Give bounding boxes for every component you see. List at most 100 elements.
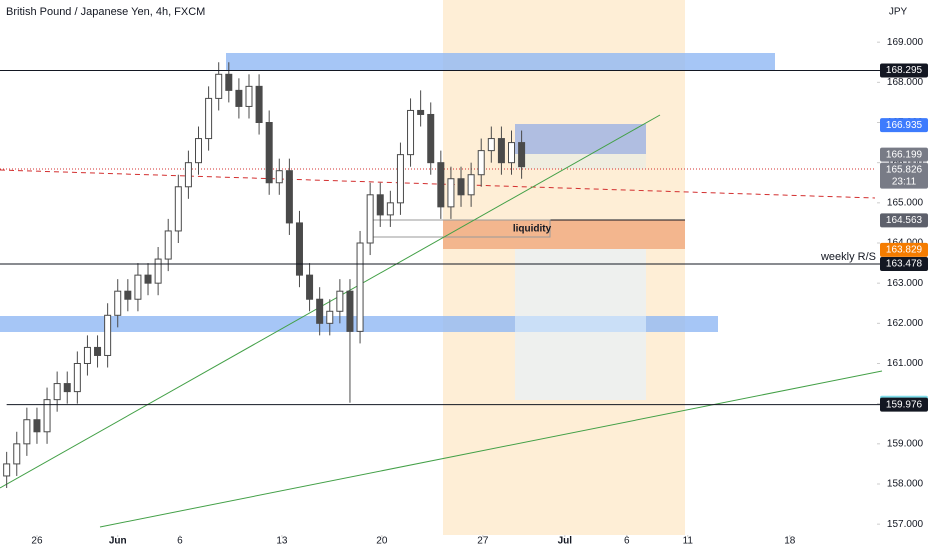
candle-body (53, 383, 61, 401)
price-label: 165.826 (886, 164, 923, 175)
candle-body (275, 170, 283, 184)
y-tick-label: 163.000 (887, 278, 924, 289)
candle-body (265, 122, 273, 184)
y-tick-label: 168.000 (887, 77, 924, 88)
price-label: 163.478 (886, 259, 923, 270)
candle-body (205, 97, 213, 140)
price-label-box (880, 213, 928, 228)
candle-body (336, 290, 344, 312)
candle-body (43, 399, 51, 433)
candle-body (508, 142, 516, 164)
candle-body (447, 178, 455, 208)
candle-body (154, 258, 162, 284)
candle-body (497, 138, 505, 164)
candle-body (13, 443, 21, 465)
chart-title: British Pound / Japanese Yen, 4h, FXCM (6, 6, 205, 18)
candle-body (124, 290, 132, 300)
candle-body (396, 154, 404, 204)
candle-body (83, 346, 91, 364)
y-tick-label: 161.000 (887, 358, 924, 369)
candle-body (215, 73, 223, 99)
candle-body (407, 109, 415, 156)
y-tick-label: 158.000 (887, 479, 924, 490)
candle-body (174, 186, 182, 232)
candle-body (63, 383, 71, 393)
liquidity-zone (443, 220, 685, 249)
candle-body (306, 274, 314, 300)
price-label-box (880, 397, 928, 412)
x-tick-label: 6 (177, 536, 183, 547)
candle-body (518, 142, 526, 168)
position-entry (515, 154, 646, 169)
trend-line (99, 370, 883, 528)
y-tick-label: 162.000 (887, 318, 924, 329)
x-tick-label: Jun (109, 536, 127, 547)
x-tick-label: 13 (276, 536, 288, 547)
price-label: 163.829 (886, 245, 923, 256)
position-target (515, 124, 646, 154)
price-label: 164.563 (886, 215, 923, 226)
candle-body (295, 222, 303, 276)
x-tick-label: 20 (376, 536, 388, 547)
candle-body (73, 362, 81, 393)
y-tick-label: 159.000 (887, 438, 924, 449)
x-tick-label: 6 (624, 536, 630, 547)
candle-body (457, 178, 465, 196)
price-label-box (880, 256, 928, 271)
candle-body (184, 162, 192, 188)
candle-body (386, 202, 394, 216)
price-label: 168.295 (886, 65, 923, 76)
countdown: 23:11 (892, 176, 917, 187)
position-stop-area (515, 249, 646, 400)
candle-body (316, 298, 324, 324)
y-tick-label: 169.000 (887, 37, 924, 48)
liquidity-label: liquidity (513, 224, 552, 235)
candle-body (195, 138, 203, 164)
x-tick-label: 27 (477, 536, 489, 547)
candle-body (104, 314, 112, 356)
candle-body (23, 419, 31, 445)
dashed-trend (0, 169, 876, 199)
candle-body (225, 73, 233, 91)
price-label-box (880, 162, 928, 189)
candle-body (144, 274, 152, 284)
candle-body (356, 242, 364, 332)
level-annotation: weekly R/S (820, 251, 876, 263)
y-tick-label: 165.000 (887, 197, 924, 208)
candle-body (366, 194, 374, 244)
candle-body (235, 89, 243, 107)
y-tick-label: 157.000 (887, 519, 924, 530)
x-tick-label: 11 (683, 536, 694, 547)
candle-body (437, 162, 445, 208)
x-tick-label: 18 (784, 536, 796, 547)
price-label-box (880, 63, 928, 78)
price-label-box (880, 147, 928, 162)
candle-body (346, 290, 354, 332)
candle-body (114, 290, 122, 316)
candle-body (487, 138, 495, 152)
supply-zone (226, 53, 775, 70)
price-label: 166.935 (886, 120, 923, 131)
candle-body (255, 85, 263, 124)
currency: JPY (889, 7, 908, 18)
price-label-box (880, 118, 928, 133)
price-label-box (880, 242, 928, 257)
candle-body (245, 85, 253, 107)
candle-body (477, 150, 485, 176)
candle-body (417, 109, 425, 115)
candle-body (285, 170, 293, 224)
price-label: 166.199 (886, 149, 923, 160)
candle-body (467, 174, 475, 196)
candle-body (427, 113, 435, 164)
x-tick-label: Jul (558, 536, 573, 547)
x-tick-label: 26 (31, 536, 43, 547)
candle-body (33, 419, 41, 433)
candles (3, 62, 526, 489)
candle-body (94, 346, 102, 356)
candle-body (134, 274, 142, 300)
price-label: 159.976 (886, 399, 923, 410)
candle-body (376, 194, 384, 216)
candle-body (164, 230, 172, 260)
candle-body (326, 310, 334, 324)
